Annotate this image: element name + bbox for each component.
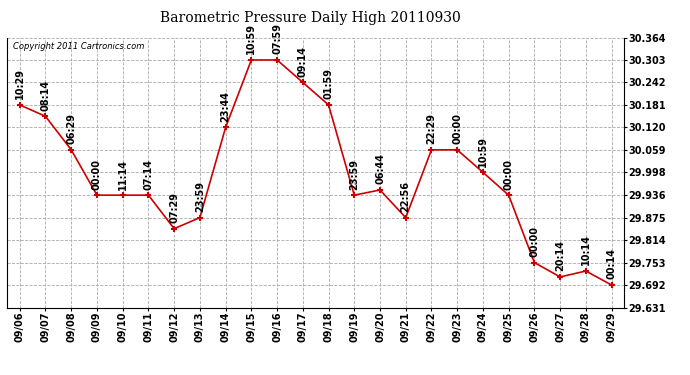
- Text: 23:59: 23:59: [349, 159, 359, 190]
- Text: 07:14: 07:14: [144, 159, 153, 190]
- Text: 10:29: 10:29: [14, 68, 25, 99]
- Text: 08:14: 08:14: [41, 80, 50, 111]
- Text: Barometric Pressure Daily High 20110930: Barometric Pressure Daily High 20110930: [160, 11, 461, 25]
- Text: 00:00: 00:00: [452, 113, 462, 144]
- Text: 01:59: 01:59: [324, 68, 333, 99]
- Text: 06:44: 06:44: [375, 153, 385, 184]
- Text: 09:14: 09:14: [298, 46, 308, 77]
- Text: 22:29: 22:29: [426, 113, 437, 144]
- Text: 00:00: 00:00: [504, 159, 513, 190]
- Text: 00:00: 00:00: [92, 159, 102, 190]
- Text: 06:29: 06:29: [66, 113, 76, 144]
- Text: 20:14: 20:14: [555, 240, 565, 272]
- Text: 22:56: 22:56: [401, 181, 411, 212]
- Text: 10:59: 10:59: [246, 23, 257, 54]
- Text: 10:59: 10:59: [478, 136, 488, 167]
- Text: 00:14: 00:14: [607, 249, 617, 279]
- Text: 23:59: 23:59: [195, 181, 205, 212]
- Text: 10:14: 10:14: [581, 234, 591, 266]
- Text: 00:00: 00:00: [529, 226, 540, 257]
- Text: Copyright 2011 Cartronics.com: Copyright 2011 Cartronics.com: [13, 42, 144, 51]
- Text: 07:59: 07:59: [272, 23, 282, 54]
- Text: 11:14: 11:14: [118, 159, 128, 190]
- Text: 07:29: 07:29: [169, 192, 179, 223]
- Text: 23:44: 23:44: [221, 91, 230, 122]
